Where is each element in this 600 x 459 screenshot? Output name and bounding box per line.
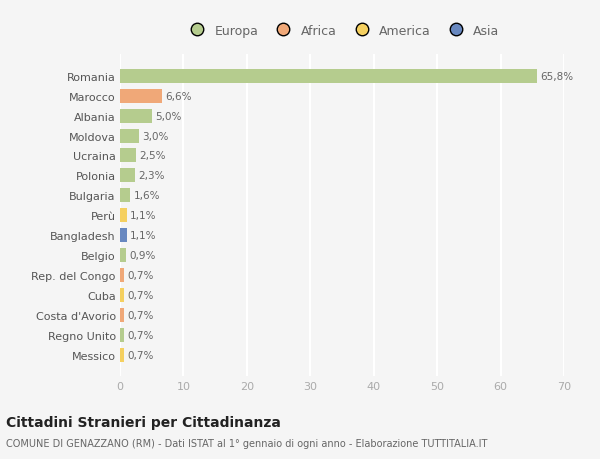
Bar [120, 308, 124, 322]
Bar [120, 248, 126, 263]
Bar [120, 129, 139, 143]
Text: 5,0%: 5,0% [155, 112, 181, 121]
Text: 1,1%: 1,1% [130, 230, 157, 241]
Text: 6,6%: 6,6% [165, 91, 191, 101]
Text: 0,7%: 0,7% [128, 290, 154, 300]
Bar [120, 189, 130, 203]
Bar [120, 348, 124, 362]
Text: 0,7%: 0,7% [128, 330, 154, 340]
Bar [120, 70, 538, 84]
Text: 0,7%: 0,7% [128, 350, 154, 360]
Bar [120, 90, 162, 103]
Bar [120, 109, 152, 123]
Bar [120, 269, 124, 282]
Text: 0,7%: 0,7% [128, 310, 154, 320]
Bar [120, 169, 134, 183]
Bar [120, 209, 127, 223]
Bar [120, 328, 124, 342]
Text: Cittadini Stranieri per Cittadinanza: Cittadini Stranieri per Cittadinanza [6, 415, 281, 429]
Text: 2,3%: 2,3% [138, 171, 164, 181]
Bar [120, 229, 127, 242]
Legend: Europa, Africa, America, Asia: Europa, Africa, America, Asia [179, 20, 505, 43]
Text: 2,5%: 2,5% [139, 151, 166, 161]
Text: 1,1%: 1,1% [130, 211, 157, 221]
Bar [120, 149, 136, 163]
Text: 3,0%: 3,0% [142, 131, 169, 141]
Text: 0,9%: 0,9% [129, 251, 155, 260]
Bar [120, 288, 124, 302]
Text: COMUNE DI GENAZZANO (RM) - Dati ISTAT al 1° gennaio di ogni anno - Elaborazione : COMUNE DI GENAZZANO (RM) - Dati ISTAT al… [6, 438, 487, 448]
Text: 65,8%: 65,8% [541, 72, 574, 82]
Text: 0,7%: 0,7% [128, 270, 154, 280]
Text: 1,6%: 1,6% [133, 191, 160, 201]
